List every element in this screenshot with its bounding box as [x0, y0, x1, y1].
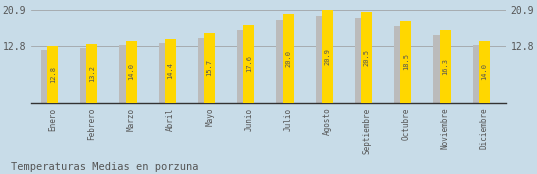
Text: 20.0: 20.0	[285, 50, 291, 67]
Bar	[361, 12, 372, 103]
Bar	[204, 33, 215, 103]
Bar	[47, 46, 58, 103]
Bar	[282, 14, 294, 103]
Text: 17.6: 17.6	[246, 55, 252, 72]
Text: Temperaturas Medias en porzuna: Temperaturas Medias en porzuna	[11, 162, 198, 172]
Bar	[119, 45, 126, 103]
Bar	[80, 48, 86, 103]
Text: 16.3: 16.3	[442, 58, 448, 75]
Bar	[86, 44, 97, 103]
Bar	[41, 50, 47, 103]
Bar	[158, 43, 165, 103]
Text: 14.4: 14.4	[168, 62, 173, 79]
Text: 15.7: 15.7	[207, 59, 213, 76]
Bar	[316, 16, 322, 103]
Bar	[355, 18, 361, 103]
Bar	[473, 45, 479, 103]
Bar	[198, 38, 204, 103]
Text: 12.8: 12.8	[50, 66, 56, 83]
Text: 20.5: 20.5	[364, 49, 369, 66]
Bar	[243, 25, 255, 103]
Bar	[394, 26, 400, 103]
Text: 14.0: 14.0	[128, 63, 134, 80]
Bar	[165, 39, 176, 103]
Text: 20.9: 20.9	[324, 48, 330, 65]
Bar	[322, 10, 333, 103]
Bar	[479, 41, 490, 103]
Text: 18.5: 18.5	[403, 53, 409, 70]
Bar	[400, 21, 411, 103]
Bar	[277, 20, 282, 103]
Text: 14.0: 14.0	[481, 63, 487, 80]
Text: 13.2: 13.2	[89, 65, 95, 82]
Bar	[237, 30, 243, 103]
Bar	[126, 41, 137, 103]
Bar	[440, 30, 451, 103]
Bar	[433, 35, 440, 103]
